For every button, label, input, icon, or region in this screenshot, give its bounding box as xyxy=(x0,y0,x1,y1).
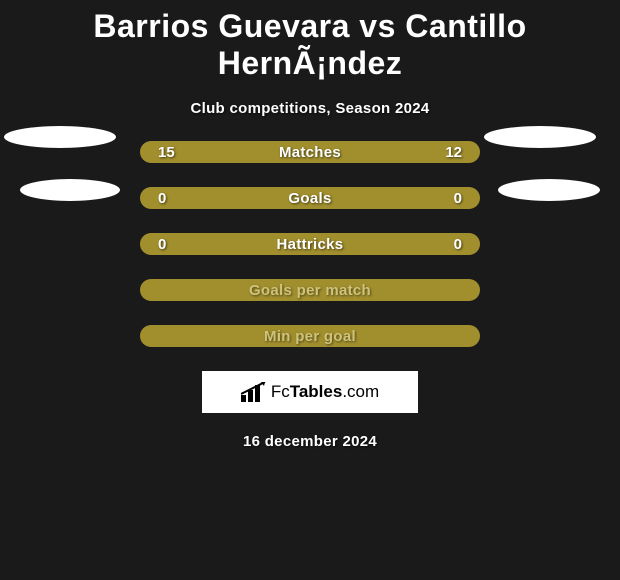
stat-row: Goals per match xyxy=(140,279,480,301)
page-title: Barrios Guevara vs Cantillo HernÃ¡ndez xyxy=(0,0,620,82)
stat-label: Goals per match xyxy=(249,282,371,299)
player-marker xyxy=(20,179,120,201)
bar-chart-icon xyxy=(241,382,267,402)
fctables-badge[interactable]: FcTables.com xyxy=(202,371,418,413)
stat-value-left: 15 xyxy=(158,144,175,161)
stat-value-left: 0 xyxy=(158,190,166,207)
player-marker xyxy=(498,179,600,201)
stat-row: Min per goal xyxy=(140,325,480,347)
stat-row: Matches 15 12 xyxy=(140,141,480,163)
player-marker xyxy=(484,126,596,148)
stat-value-right: 12 xyxy=(445,144,462,161)
stat-label: Matches xyxy=(279,144,341,161)
stat-label: Goals xyxy=(288,190,331,207)
stat-value-right: 0 xyxy=(454,190,462,207)
stat-value-right: 0 xyxy=(454,236,462,253)
stat-row: Hattricks 0 0 xyxy=(140,233,480,255)
fctables-text: FcTables.com xyxy=(271,382,379,402)
page-subtitle: Club competitions, Season 2024 xyxy=(0,100,620,117)
stat-value-left: 0 xyxy=(158,236,166,253)
player-marker xyxy=(4,126,116,148)
date-label: 16 december 2024 xyxy=(0,433,620,450)
stat-label: Hattricks xyxy=(277,236,344,253)
stat-label: Min per goal xyxy=(264,328,356,345)
stat-row: Goals 0 0 xyxy=(140,187,480,209)
